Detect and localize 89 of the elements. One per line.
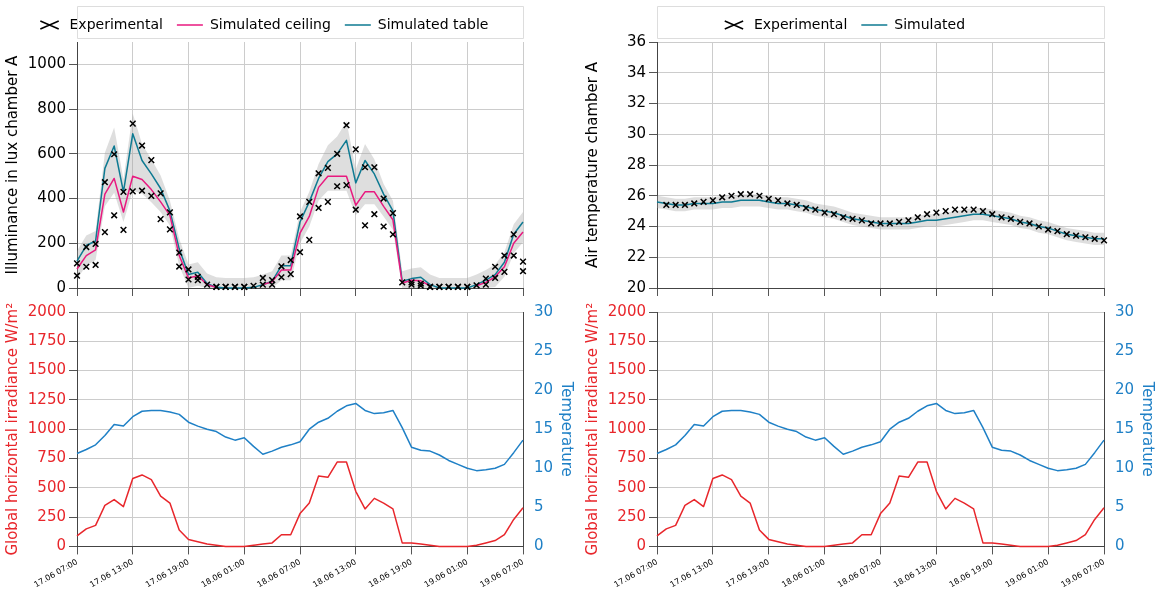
y-tick-label: 30 [626, 124, 646, 143]
point [500, 251, 508, 260]
point [157, 189, 165, 197]
y-tick-label: 1000 [27, 54, 66, 73]
y-axis-title: Global horizontal irradiance W/m² [2, 302, 21, 556]
y-tick-label: 500 [37, 477, 66, 496]
y-tick-label: 34 [626, 62, 646, 81]
point [352, 206, 360, 214]
point [491, 274, 499, 282]
point [92, 240, 100, 248]
y-tick-label: 1000 [27, 419, 66, 438]
point [510, 230, 518, 238]
y-tick-label: 1750 [607, 331, 646, 350]
point [324, 198, 332, 206]
point [895, 218, 903, 226]
y2-tick-label: 5 [1115, 497, 1125, 516]
legend-label: Simulated ceiling [209, 15, 331, 32]
y-axis-title: Air temperature chamber A [582, 61, 601, 268]
point [315, 204, 323, 212]
y-tick-label: 36 [626, 31, 646, 50]
y-tick-label: 0 [56, 277, 66, 296]
y2-tick-label: 10 [534, 458, 554, 477]
y-tick-label: 750 [37, 448, 66, 467]
point [932, 209, 940, 217]
point [333, 150, 341, 158]
point [821, 209, 829, 217]
legend-label: Simulated [894, 15, 966, 32]
point [839, 213, 847, 221]
y-tick-label: 1250 [27, 389, 66, 408]
y-tick-label: 0 [56, 536, 66, 555]
legend-label: Simulated table [377, 15, 489, 32]
y-tick-label: 200 [37, 233, 66, 252]
y2-tick-label: 20 [534, 380, 554, 399]
y-tick-label: 2000 [27, 301, 66, 320]
y2-tick-label: 30 [1115, 301, 1135, 320]
y2-tick-label: 25 [1115, 340, 1135, 359]
y-tick-label: 0 [636, 536, 646, 555]
y-tick-label: 22 [626, 247, 646, 266]
y2-tick-label: 0 [534, 536, 544, 555]
y-tick-label: 250 [37, 507, 66, 526]
point [737, 190, 745, 198]
point [802, 204, 810, 212]
point [389, 209, 397, 217]
y2-tick-label: 20 [1115, 380, 1135, 399]
point [970, 206, 978, 214]
y2-tick-label: 15 [1115, 419, 1135, 438]
y-tick-label: 1250 [607, 389, 646, 408]
point [681, 201, 689, 209]
y-tick-label: 1000 [607, 419, 646, 438]
y-tick-label: 400 [37, 188, 66, 207]
y-tick-label: 1750 [27, 331, 66, 350]
legend-label: Experimental [753, 15, 848, 32]
point [519, 258, 527, 266]
y-tick-label: 1500 [607, 360, 646, 379]
y-tick-label: 24 [626, 216, 646, 235]
y-tick-label: 28 [626, 154, 646, 173]
y2-tick-label: 10 [1115, 458, 1135, 477]
y-tick-label: 1500 [27, 360, 66, 379]
point [73, 259, 81, 267]
y2-tick-label: 0 [1115, 536, 1125, 555]
y-tick-label: 500 [617, 477, 646, 496]
point [914, 213, 922, 221]
y2-tick-label: 30 [534, 301, 554, 320]
y-tick-label: 250 [617, 507, 646, 526]
y-tick-label: 750 [617, 448, 646, 467]
point [82, 263, 90, 271]
point [296, 212, 304, 221]
legend-label: Experimental [69, 15, 163, 32]
y-tick-label: 20 [626, 277, 646, 296]
point [184, 265, 193, 274]
y-axis-title: Illuminance in lux chamber A [2, 54, 21, 275]
y2-axis-title: Temperature [1139, 380, 1158, 477]
y-tick-label: 32 [626, 93, 646, 112]
y-tick-label: 26 [626, 185, 646, 204]
y-tick-label: 600 [37, 143, 66, 162]
y-tick-label: 2000 [607, 301, 646, 320]
y2-tick-label: 25 [534, 340, 554, 359]
y2-axis-title: Temperature [558, 380, 577, 477]
point [101, 228, 109, 236]
point [951, 206, 959, 214]
point [92, 261, 100, 269]
point [324, 164, 332, 172]
point [184, 275, 193, 284]
y2-tick-label: 5 [534, 497, 544, 516]
point [672, 201, 680, 209]
point [138, 141, 146, 150]
y-axis-title: Global horizontal irradiance W/m² [582, 302, 601, 556]
y-tick-label: 800 [37, 98, 66, 117]
y2-tick-label: 15 [534, 419, 554, 438]
